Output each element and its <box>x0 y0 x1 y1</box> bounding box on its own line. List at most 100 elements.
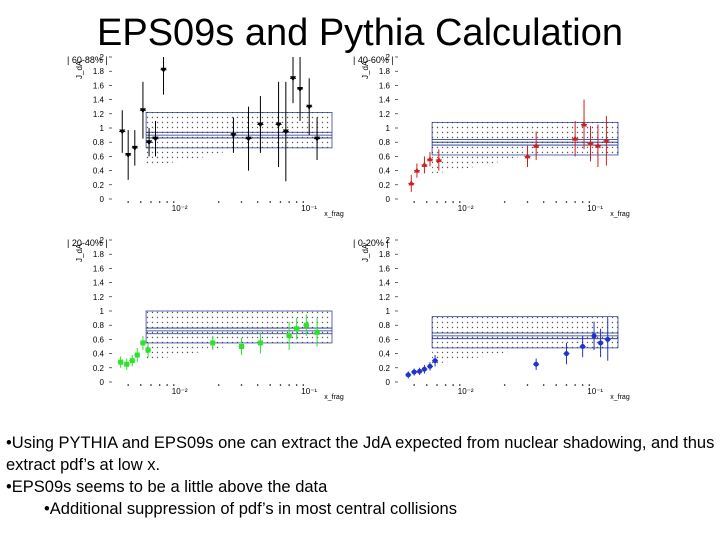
y-tick-label: 0.4 <box>93 167 105 176</box>
data-point <box>411 369 417 375</box>
x-minor-tick <box>555 384 558 386</box>
x-minor-tick <box>588 384 591 386</box>
data-point <box>306 104 313 110</box>
x-minor-tick <box>302 201 305 203</box>
data-point <box>427 363 433 369</box>
x-minor-tick <box>444 384 447 386</box>
x-minor-tick <box>452 201 454 203</box>
y-tick-label: 1.4 <box>93 279 105 288</box>
x-minor-tick <box>158 384 161 386</box>
y-tick-label: 1 <box>100 307 105 316</box>
data-point <box>238 344 244 349</box>
x-minor-tick <box>217 201 220 203</box>
data-point <box>290 76 297 82</box>
x-minor-tick <box>172 201 175 203</box>
x-minor-tick <box>302 384 305 386</box>
x-tick-label: 10⁻² <box>172 204 188 213</box>
eps09s-band-outline <box>431 121 619 156</box>
data-point <box>131 145 138 151</box>
x-minor-tick <box>269 201 272 203</box>
data-point <box>118 359 124 365</box>
y-tick-label: 0.2 <box>379 181 391 190</box>
y-tick-label: 2 <box>100 53 105 62</box>
eps09s-band-outline <box>145 112 333 149</box>
x-axis-label: x_frag <box>324 394 344 401</box>
data-point <box>417 368 423 374</box>
x-minor-tick <box>240 201 243 203</box>
data-point <box>139 108 146 114</box>
y-tick-label: 0.6 <box>379 152 391 161</box>
data-point <box>294 326 300 332</box>
x-tick-label: 10⁻¹ <box>587 204 603 213</box>
x-minor-tick <box>452 384 454 386</box>
panel-title: | 40-60% | <box>353 55 394 65</box>
x-minor-tick <box>269 384 272 386</box>
x-minor-tick <box>581 384 584 386</box>
y-tick-label: 0.4 <box>379 350 391 359</box>
x-minor-tick <box>503 201 506 203</box>
data-point <box>435 156 442 162</box>
data-point <box>257 122 264 128</box>
x-tick-label: 10⁻¹ <box>301 387 317 396</box>
x-tick-label: 10⁻² <box>458 387 474 396</box>
x-minor-tick <box>526 384 529 386</box>
y-tick-label: 0.6 <box>93 152 105 161</box>
x-minor-tick <box>436 201 438 203</box>
y-tick-label: 1 <box>100 124 105 133</box>
x-minor-tick <box>150 201 152 203</box>
y-tick-label: 1 <box>386 307 391 316</box>
x-minor-tick <box>436 384 438 386</box>
y-tick-label: 1.2 <box>379 110 391 119</box>
x-minor-tick <box>172 384 175 386</box>
y-tick-label: 1.6 <box>379 264 391 273</box>
x-minor-tick <box>127 201 129 203</box>
bullet-1: •Using PYTHIA and EPS09s one can extract… <box>6 434 715 474</box>
eps09s-band-outline <box>431 316 619 349</box>
y-tick-label: 1.8 <box>93 67 105 76</box>
x-minor-tick <box>279 384 282 386</box>
data-point <box>152 136 159 142</box>
data-point <box>160 67 167 73</box>
x-minor-tick <box>127 384 129 386</box>
data-point <box>563 351 569 357</box>
y-tick-label: 0 <box>100 378 105 387</box>
x-minor-tick <box>217 384 220 386</box>
y-tick-label: 0.6 <box>379 335 391 344</box>
y-tick-label: 0.2 <box>93 364 105 373</box>
data-point <box>533 142 540 148</box>
y-tick-label: 2 <box>100 236 105 245</box>
data-point <box>314 329 320 335</box>
y-tick-label: 2 <box>386 236 391 245</box>
x-minor-tick <box>526 201 529 203</box>
x-axis-label: x_frag <box>324 211 344 218</box>
data-point <box>533 361 539 367</box>
x-minor-tick <box>425 201 428 203</box>
x-axis-label: x_frag <box>610 211 630 218</box>
x-minor-tick <box>166 384 168 386</box>
x-minor-tick <box>444 201 447 203</box>
data-point <box>581 121 588 127</box>
y-tick-label: 1.8 <box>379 250 391 259</box>
data-point <box>605 336 611 342</box>
y-tick-label: 0.2 <box>93 181 105 190</box>
panel-3: | 20-40% |J_dA 2 1.8 1.6 1.4 1.2 1 0.8 0.6 0.4 0.2… <box>67 236 344 401</box>
y-axis-label: J_dA <box>75 60 84 79</box>
page-title: EPS09s and Pythia Calculation <box>97 12 623 54</box>
x-minor-tick <box>413 201 415 203</box>
x-minor-tick <box>413 384 415 386</box>
panel-2: | 40-60% |J_dA 2 1.8 1.6 1.4 1.2 1 0.8 0.6 0.4 0.2… <box>353 53 630 218</box>
y-tick-label: 0 <box>100 195 105 204</box>
data-point <box>572 135 579 141</box>
data-point <box>303 322 309 328</box>
x-minor-tick <box>542 384 545 386</box>
x-tick-label: 10⁻² <box>172 387 188 396</box>
data-point <box>587 140 594 146</box>
y-tick-label: 1.2 <box>379 293 391 302</box>
data-point <box>129 358 135 364</box>
y-tick-label: 1 <box>386 124 391 133</box>
data-point <box>140 340 146 346</box>
data-point <box>124 361 130 367</box>
data-point <box>286 333 292 339</box>
data-point <box>413 167 420 173</box>
data-point <box>591 333 597 339</box>
